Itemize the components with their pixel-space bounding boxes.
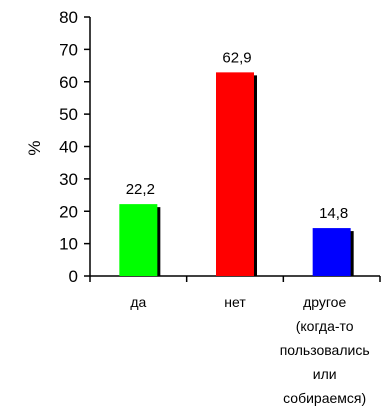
y-tick-label: 80 (59, 8, 78, 27)
bar-value-label: 62,9 (222, 49, 251, 66)
bar (216, 72, 254, 276)
bar (312, 228, 351, 276)
y-tick-label: 20 (59, 202, 78, 221)
x-category-label: другое (когда-то пользовались или собира… (279, 294, 370, 406)
y-tick-label: 30 (59, 170, 78, 189)
chart-bars: 22,2 62,9 14,8 (119, 49, 354, 276)
bar-value-label: 22,2 (126, 181, 155, 198)
y-tick-label: 60 (59, 73, 78, 92)
bar (119, 204, 158, 276)
y-tick-label: 0 (69, 267, 78, 286)
x-category-label: нет (224, 294, 246, 310)
y-tick-label: 50 (59, 105, 78, 124)
bar-value-label: 14,8 (319, 205, 348, 222)
y-axis-label: % (25, 140, 44, 155)
x-category-label: да (130, 294, 147, 310)
y-tick-label: 40 (59, 138, 78, 157)
y-tick-label: 70 (59, 40, 78, 59)
chart-axes: 0 10 20 30 40 50 60 70 80 (59, 8, 381, 286)
y-tick-label: 10 (59, 235, 78, 254)
